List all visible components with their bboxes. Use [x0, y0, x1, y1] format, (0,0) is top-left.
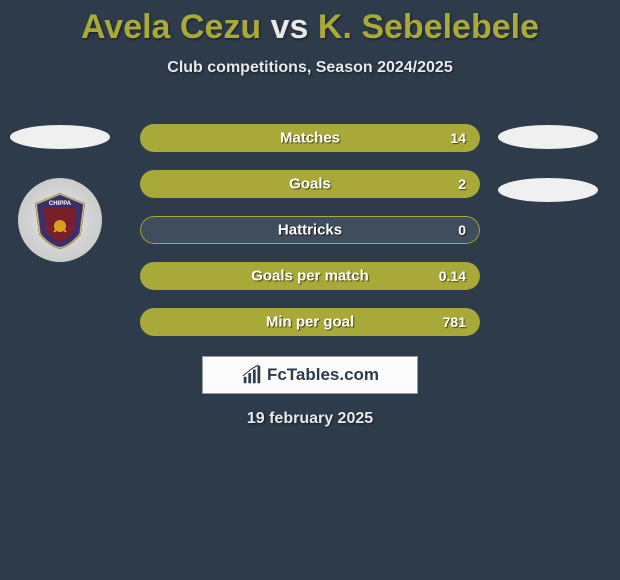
stat-row: Goals per match 0.14	[140, 262, 480, 290]
stat-label: Goals	[289, 176, 331, 193]
stat-label: Min per goal	[266, 314, 354, 331]
stat-value: 14	[450, 130, 466, 146]
vs-separator: vs	[271, 8, 309, 46]
player1-club-logo: CHIPPA	[18, 178, 102, 262]
stat-value: 0.14	[439, 268, 466, 284]
stat-row: Matches 14	[140, 124, 480, 152]
stat-row: Min per goal 781	[140, 308, 480, 336]
player2-avatar	[498, 125, 598, 149]
brand-box[interactable]: FcTables.com	[202, 356, 418, 394]
comparison-title: Avela Cezu vs K. Sebelebele	[0, 0, 620, 47]
player2-name: K. Sebelebele	[318, 8, 539, 46]
stat-label: Hattricks	[278, 222, 342, 239]
svg-text:CHIPPA: CHIPPA	[49, 201, 72, 207]
stats-bars: Matches 14 Goals 2 Hattricks 0 Goals per match…	[140, 124, 480, 354]
stat-row: Hattricks 0	[140, 216, 480, 244]
stat-label: Matches	[280, 130, 340, 147]
player1-name: Avela Cezu	[81, 8, 261, 46]
stat-label: Goals per match	[251, 268, 369, 285]
update-date: 19 february 2025	[0, 410, 620, 428]
player2-club-avatar	[498, 178, 598, 202]
stat-value: 0	[458, 222, 466, 238]
player1-avatar	[10, 125, 110, 149]
stat-row: Goals 2	[140, 170, 480, 198]
brand-chart-icon	[241, 364, 263, 386]
subtitle: Club competitions, Season 2024/2025	[0, 59, 620, 77]
brand-text: FcTables.com	[267, 365, 379, 385]
stat-value: 2	[458, 176, 466, 192]
stat-value: 781	[443, 314, 466, 330]
